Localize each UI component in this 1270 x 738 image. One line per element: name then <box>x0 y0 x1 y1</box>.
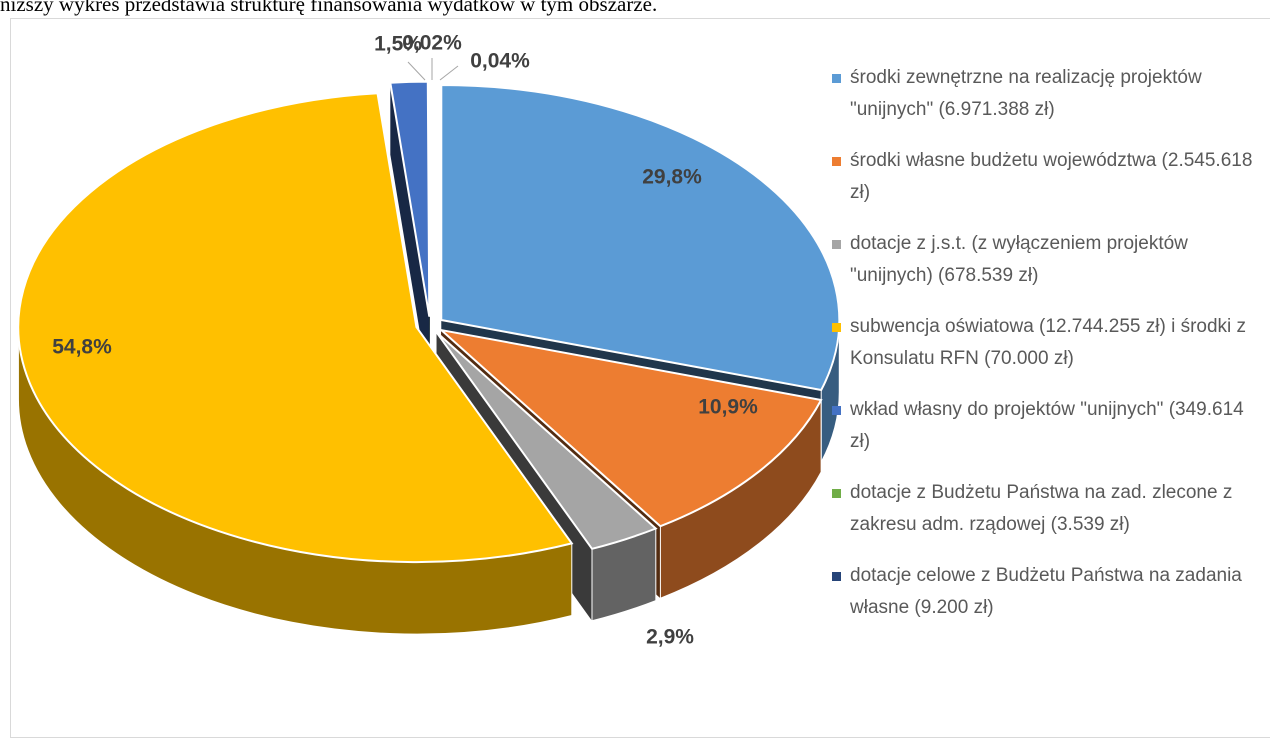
data-label: 2,9% <box>646 626 694 649</box>
legend-label: subwencja oświatowa (12.744.255 zł) i śr… <box>850 316 1246 369</box>
legend-swatch <box>832 240 841 249</box>
data-label: 0,02% <box>402 32 462 55</box>
legend-swatch <box>832 157 841 166</box>
legend-item: dotacje z Budżetu Państwa na zad. zlecon… <box>832 477 1262 560</box>
leader-line <box>440 66 458 80</box>
slice <box>429 82 430 317</box>
leader-line <box>408 62 425 80</box>
legend-label: środki własne budżetu województwa (2.545… <box>850 150 1252 203</box>
data-label: 29,8% <box>642 166 702 189</box>
legend-item: dotacje celowe z Budżetu Państwa na zada… <box>832 560 1262 643</box>
legend-label: dotacje z Budżetu Państwa na zad. zlecon… <box>850 482 1232 535</box>
legend-label: wkład własny do projektów "unijnych" (34… <box>850 399 1244 452</box>
legend-item: dotacje z j.s.t. (z wyłączeniem projektó… <box>832 228 1262 311</box>
legend-item: wkład własny do projektów "unijnych" (34… <box>832 394 1262 477</box>
legend: środki zewnętrzne na realizację projektó… <box>832 62 1262 643</box>
legend-label: środki zewnętrzne na realizację projektó… <box>850 67 1202 120</box>
data-label: 0,04% <box>470 50 530 73</box>
legend-swatch <box>832 489 841 498</box>
page: niższy wykres przedstawia strukturę fina… <box>0 0 1270 720</box>
legend-item: środki zewnętrzne na realizację projektó… <box>832 62 1262 145</box>
legend-item: środki własne budżetu województwa (2.545… <box>832 145 1262 228</box>
legend-swatch <box>832 572 841 581</box>
legend-swatch <box>832 406 841 415</box>
data-label: 54,8% <box>52 336 112 359</box>
legend-swatch <box>832 74 841 83</box>
legend-item: subwencja oświatowa (12.744.255 zł) i śr… <box>832 311 1262 394</box>
legend-label: dotacje z j.s.t. (z wyłączeniem projektó… <box>850 233 1188 286</box>
legend-swatch <box>832 323 841 332</box>
legend-label: dotacje celowe z Budżetu Państwa na zada… <box>850 565 1242 618</box>
data-label: 10,9% <box>698 396 758 419</box>
